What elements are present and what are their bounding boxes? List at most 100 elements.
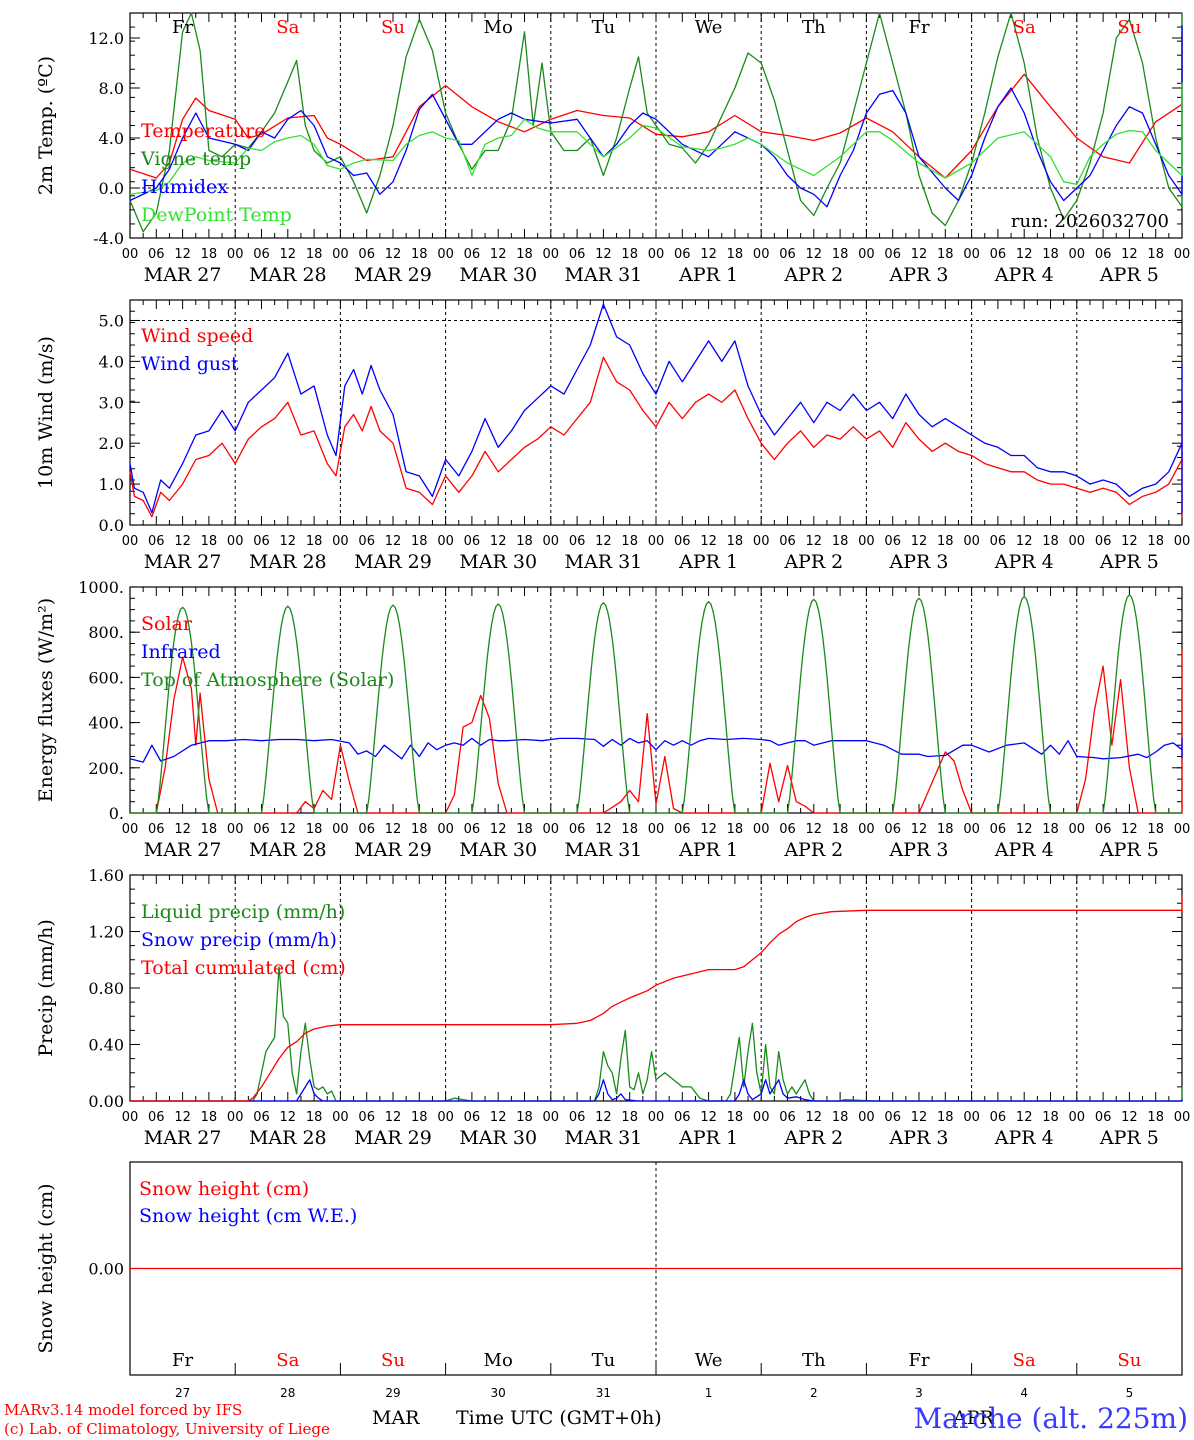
hour-tick-label: 18 bbox=[201, 247, 218, 262]
y-tick-label: 3.0 bbox=[99, 393, 124, 412]
hour-tick-label: 12 bbox=[700, 822, 717, 837]
date-label: MAR 30 bbox=[459, 839, 537, 861]
hour-tick-label: 00 bbox=[332, 534, 349, 549]
hour-tick-label: 12 bbox=[174, 247, 191, 262]
hour-tick-label: 18 bbox=[1042, 1110, 1059, 1125]
hour-tick-label: 06 bbox=[464, 822, 481, 837]
hour-tick-label: 00 bbox=[437, 822, 454, 837]
hour-tick-label: 12 bbox=[1121, 822, 1138, 837]
legend-entry: Infrared bbox=[141, 641, 221, 663]
hour-tick-label: 00 bbox=[227, 1110, 244, 1125]
y-tick-label: 0.0 bbox=[99, 179, 124, 198]
y-tick-label: 8.0 bbox=[99, 79, 124, 98]
y-tick-label: -4.0 bbox=[93, 229, 124, 248]
hour-tick-label: 12 bbox=[911, 534, 928, 549]
series-snow-precip-mm-h bbox=[130, 1079, 1183, 1102]
hour-tick-label: 18 bbox=[411, 247, 428, 262]
legend-entry: DewPoint Temp bbox=[141, 204, 292, 226]
hour-tick-label: 00 bbox=[753, 822, 770, 837]
y-axis-title: Precip (mm/h) bbox=[35, 919, 57, 1057]
hour-tick-label: 18 bbox=[621, 822, 638, 837]
hour-tick-label: 06 bbox=[148, 534, 165, 549]
day-number-label: 30 bbox=[491, 1386, 506, 1400]
hour-tick-label: 00 bbox=[437, 1110, 454, 1125]
day-name-label: Su bbox=[1117, 17, 1141, 38]
hour-tick-label: 00 bbox=[858, 247, 875, 262]
y-tick-label: 0.80 bbox=[88, 979, 124, 998]
day-name-label: Fr bbox=[172, 17, 193, 38]
panel-precip: 0.00 0.40 0.80 1.20 1.60 Precip (mm/h) Liquid … bbox=[35, 866, 1190, 1149]
series-top-of-atmosphere-solar bbox=[130, 594, 1182, 814]
legend-entry: Snow height (cm W.E.) bbox=[139, 1205, 357, 1227]
hour-tick-label: 06 bbox=[148, 247, 165, 262]
y-axis-title: 10m Wind (m/s) bbox=[35, 336, 57, 489]
station-label: Marche (alt. 225m) bbox=[914, 1402, 1188, 1435]
hour-tick-label: 12 bbox=[911, 1110, 928, 1125]
hour-tick-label: 18 bbox=[516, 247, 533, 262]
hour-tick-label: 18 bbox=[621, 247, 638, 262]
date-label: APR 3 bbox=[889, 839, 949, 861]
hour-tick-label: 18 bbox=[727, 247, 744, 262]
hour-tick-label: 00 bbox=[332, 822, 349, 837]
day-name-label: We bbox=[695, 1350, 723, 1371]
y-axis-title: Snow height (cm) bbox=[35, 1183, 57, 1353]
hour-tick-label: 12 bbox=[490, 822, 507, 837]
hour-tick-label: 12 bbox=[385, 1110, 402, 1125]
y-tick-label: 800. bbox=[88, 623, 124, 642]
day-number-label: 29 bbox=[385, 1386, 400, 1400]
date-label: MAR 31 bbox=[565, 839, 643, 861]
hour-tick-label: 00 bbox=[122, 247, 139, 262]
legend-entry: Liquid precip (mm/h) bbox=[141, 901, 345, 923]
hour-tick-label: 00 bbox=[227, 247, 244, 262]
hour-tick-label: 06 bbox=[1095, 822, 1112, 837]
hour-tick-label: 00 bbox=[543, 822, 560, 837]
date-label: MAR 29 bbox=[354, 1127, 432, 1149]
hour-tick-label: 12 bbox=[700, 1110, 717, 1125]
hour-tick-label: 06 bbox=[779, 247, 796, 262]
hour-tick-label: 00 bbox=[1174, 534, 1191, 549]
hour-tick-label: 12 bbox=[806, 1110, 823, 1125]
panel-temp: -4.0 0.0 4.0 8.0 12.0 2m Temp. (ºC) Temperatur… bbox=[35, 12, 1191, 286]
hour-tick-label: 00 bbox=[858, 1110, 875, 1125]
hour-tick-label: 00 bbox=[963, 534, 980, 549]
panel-frame bbox=[129, 299, 1183, 526]
y-tick-label: 1.20 bbox=[88, 923, 124, 942]
date-label: MAR 27 bbox=[144, 551, 222, 573]
hour-tick-label: 06 bbox=[464, 1110, 481, 1125]
hour-tick-label: 18 bbox=[411, 1110, 428, 1125]
footer: MARv3.14 model forced by IFS (c) Lab. of… bbox=[4, 1401, 1188, 1438]
y-tick-label: 1000. bbox=[78, 578, 124, 597]
hour-tick-label: 18 bbox=[306, 1110, 323, 1125]
hour-tick-label: 12 bbox=[806, 534, 823, 549]
date-label: APR 1 bbox=[678, 264, 738, 286]
y-tick-label: 200. bbox=[88, 759, 124, 778]
y-tick-label: 1.60 bbox=[88, 866, 124, 885]
date-label: APR 4 bbox=[994, 839, 1054, 861]
hour-tick-label: 18 bbox=[832, 1110, 849, 1125]
hour-tick-label: 18 bbox=[306, 534, 323, 549]
y-axis-title: 2m Temp. (ºC) bbox=[35, 56, 57, 195]
day-name-label: Tu bbox=[592, 1350, 616, 1371]
hour-tick-label: 12 bbox=[595, 534, 612, 549]
hour-tick-label: 18 bbox=[516, 1110, 533, 1125]
hour-tick-label: 18 bbox=[1147, 247, 1164, 262]
y-tick-label: 0.00 bbox=[88, 1260, 124, 1279]
hour-tick-label: 12 bbox=[280, 1110, 297, 1125]
hour-tick-label: 12 bbox=[174, 534, 191, 549]
hour-tick-label: 06 bbox=[569, 822, 586, 837]
hour-tick-label: 06 bbox=[358, 822, 375, 837]
hour-tick-label: 00 bbox=[1174, 822, 1191, 837]
hour-tick-label: 12 bbox=[911, 247, 928, 262]
hour-tick-label: 18 bbox=[306, 822, 323, 837]
date-label: APR 1 bbox=[678, 1127, 738, 1149]
y-tick-label: 4.0 bbox=[99, 129, 124, 148]
hour-tick-label: 18 bbox=[621, 1110, 638, 1125]
hour-tick-label: 06 bbox=[464, 247, 481, 262]
day-number-label: 5 bbox=[1126, 1386, 1134, 1400]
hour-tick-label: 00 bbox=[1174, 247, 1191, 262]
hour-tick-label: 00 bbox=[437, 247, 454, 262]
date-label: APR 4 bbox=[994, 1127, 1054, 1149]
date-label: MAR 31 bbox=[565, 551, 643, 573]
panel-wind: 0.0 1.0 2.0 3.0 4.0 5.0 10m Wind (m/s) Wind spe… bbox=[35, 299, 1191, 573]
date-label: MAR 28 bbox=[249, 839, 327, 861]
